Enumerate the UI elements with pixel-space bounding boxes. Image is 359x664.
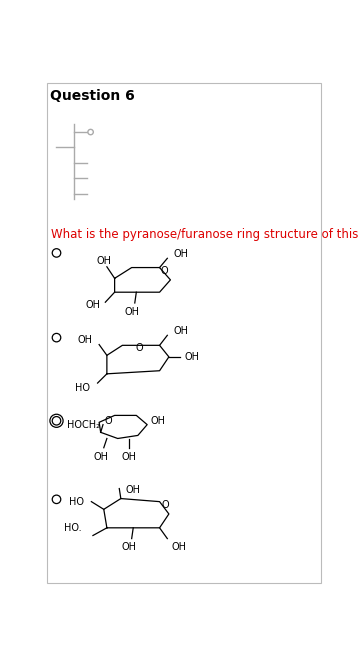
Text: HOCH₂: HOCH₂ <box>66 420 99 430</box>
Text: OH: OH <box>172 542 187 552</box>
Text: O: O <box>136 343 143 353</box>
Text: HO.: HO. <box>65 523 82 533</box>
Text: What is the pyranose/furanose ring structure of this sugar?: What is the pyranose/furanose ring struc… <box>51 228 359 240</box>
Text: O: O <box>160 266 168 276</box>
Text: OH: OH <box>86 299 101 309</box>
Text: OH: OH <box>78 335 93 345</box>
Text: HO: HO <box>69 497 84 507</box>
Text: O: O <box>161 500 169 510</box>
Text: OH: OH <box>121 542 136 552</box>
Text: O: O <box>104 416 112 426</box>
Text: HO: HO <box>75 382 90 392</box>
Text: OH: OH <box>93 452 108 461</box>
Text: OH: OH <box>124 307 139 317</box>
Text: OH: OH <box>173 250 188 260</box>
Text: OH: OH <box>185 352 199 362</box>
Circle shape <box>52 416 61 425</box>
Text: OH: OH <box>126 485 140 495</box>
Text: Question 6: Question 6 <box>50 89 135 103</box>
Text: OH: OH <box>96 256 111 266</box>
Circle shape <box>52 495 61 503</box>
Circle shape <box>88 129 93 135</box>
Circle shape <box>52 249 61 257</box>
Text: OH: OH <box>173 327 188 337</box>
Circle shape <box>52 333 61 342</box>
Text: OH: OH <box>121 452 136 461</box>
Text: OH: OH <box>150 416 165 426</box>
